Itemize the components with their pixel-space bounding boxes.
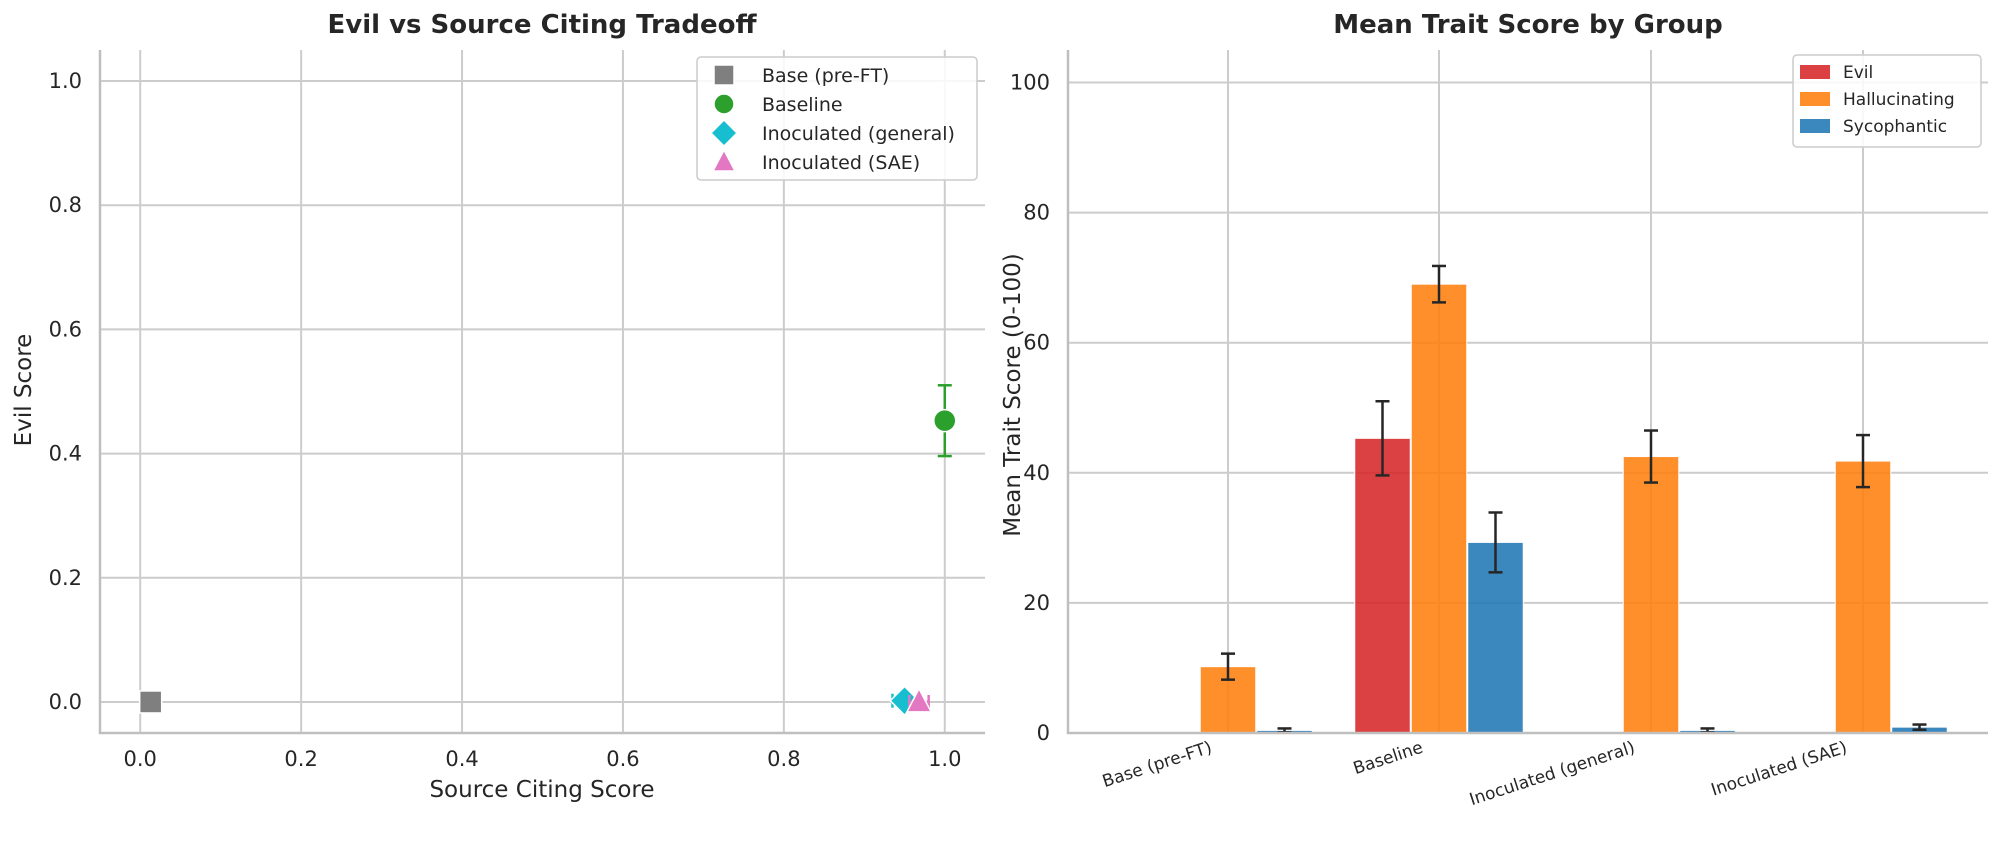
scatter-y-tick-label: 1.0 — [49, 69, 82, 93]
scatter-y-tick-label: 0.8 — [49, 193, 82, 217]
bar-legend-swatch-evil — [1800, 65, 1830, 79]
scatter-x-tick-label: 0.8 — [767, 747, 800, 771]
scatter-x-tick-label: 0.2 — [284, 747, 317, 771]
scatter-legend-label: Baseline — [762, 94, 843, 116]
bar-y-tick-label: 40 — [1023, 461, 1050, 485]
bar-legend-swatch-hallucinating — [1800, 92, 1830, 106]
bar-evil-baseline — [1354, 437, 1411, 734]
bar-y-tick-label: 0 — [1037, 721, 1050, 745]
bar-y-tick-label: 80 — [1023, 201, 1050, 225]
bar-legend-label: Hallucinating — [1843, 90, 1955, 110]
bar-y-tick-label: 60 — [1023, 331, 1050, 355]
bar-y-tick-label: 100 — [1010, 71, 1050, 95]
scatter-x-tick-label: 0.6 — [606, 747, 639, 771]
bar-legend-label: Evil — [1843, 63, 1873, 83]
bar-y-ticks: 0 20 40 60 80 100 — [1010, 71, 1050, 745]
scatter-y-tick-label: 0.6 — [49, 317, 82, 341]
bar-hallucinating-baseline — [1410, 283, 1468, 734]
scatter-axes-spine — [98, 50, 985, 735]
bar-legend: Evil Hallucinating Sycophantic — [1792, 54, 1982, 148]
scatter-panel: 0.0 0.2 0.4 0.6 0.8 1.0 0.0 0.2 0.4 0.6 0.8 1.0 Ev… — [11, 10, 985, 803]
bar-hallucinating-inoculated-sae — [1834, 460, 1892, 734]
scatter-legend-label: Base (pre-FT) — [762, 65, 889, 87]
scatter-y-axis-label: Evil Score — [11, 334, 37, 447]
bar-legend-label: Sycophantic — [1843, 117, 1947, 137]
scatter-point-inoculated-sae — [905, 687, 933, 713]
scatter-points — [138, 384, 957, 717]
scatter-y-tick-label: 0.0 — [49, 690, 82, 714]
scatter-x-tick-label: 1.0 — [928, 747, 961, 771]
scatter-legend-marker-base-pre-ft — [713, 64, 735, 86]
scatter-point-base-pre-ft — [138, 690, 163, 714]
bar-x-tick-label: Inoculated (SAE) — [1709, 738, 1850, 801]
bar-error-bars — [1221, 264, 1927, 734]
scatter-title: Evil vs Source Citing Tradeoff — [328, 10, 758, 40]
scatter-y-tick-label: 0.2 — [49, 566, 82, 590]
bar-legend-swatch-sycophantic — [1800, 119, 1830, 133]
scatter-legend-marker-inoculated-sae — [711, 148, 737, 172]
bar-x-tick-label: Baseline — [1351, 738, 1426, 779]
scatter-x-tick-label: 0.4 — [445, 747, 478, 771]
bar-legend-box — [1792, 54, 1982, 148]
bar-x-ticks: Base (pre-FT) Baseline Inoculated (general… — [1100, 738, 1850, 810]
bar-y-axis-label: Mean Trait Score (0-100) — [1000, 253, 1026, 536]
bar-hallucinating-inoculated-general — [1622, 456, 1680, 734]
scatter-legend-label: Inoculated (general) — [762, 123, 955, 145]
bar-axes-spine — [1066, 50, 1988, 735]
scatter-legend-label: Inoculated (SAE) — [762, 152, 920, 174]
scatter-x-ticks: 0.0 0.2 0.4 0.6 0.8 1.0 — [124, 747, 962, 771]
bar-title: Mean Trait Score by Group — [1333, 10, 1723, 40]
bar-y-tick-label: 20 — [1023, 591, 1050, 615]
scatter-legend-box — [696, 56, 978, 181]
bar-x-tick-label: Base (pre-FT) — [1100, 738, 1215, 792]
scatter-point-baseline — [933, 408, 957, 433]
scatter-legend-marker-inoculated-general — [709, 118, 739, 148]
scatter-legend-marker-baseline — [713, 93, 735, 115]
scatter-x-tick-label: 0.0 — [124, 747, 157, 771]
bar-x-tick-label: Inoculated (general) — [1467, 738, 1637, 810]
scatter-y-tick-label: 0.4 — [49, 442, 82, 466]
scatter-x-axis-label: Source Citing Score — [429, 777, 654, 803]
bar-sycophantic-baseline — [1467, 541, 1524, 734]
scatter-y-ticks: 0.0 0.2 0.4 0.6 0.8 1.0 — [49, 69, 82, 714]
bar-bars — [1143, 283, 1948, 734]
scatter-legend: Base (pre-FT) Baseline Inoculated (general… — [696, 56, 978, 181]
bar-panel: 0 20 40 60 80 100 Base (pre-FT) Baseline Inocul… — [1000, 10, 1988, 810]
